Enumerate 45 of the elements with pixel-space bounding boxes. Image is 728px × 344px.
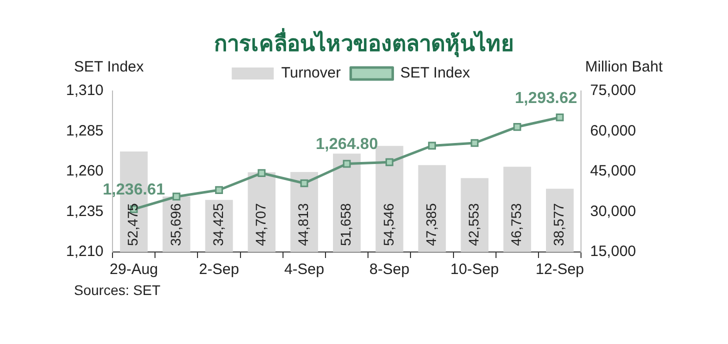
y2-tick-label: 30,000	[590, 202, 636, 220]
x-tick-label: 12-Sep	[536, 261, 584, 278]
point	[385, 158, 394, 166]
point	[215, 186, 223, 194]
x-tick-label: 29-Aug	[110, 261, 158, 278]
data-label: 42,553	[465, 202, 482, 246]
data-label: 44,707	[252, 202, 268, 246]
data-label: 38,577	[550, 202, 567, 246]
data-label: 1,264.80	[316, 136, 378, 154]
data-label: 52,475	[124, 202, 141, 246]
point	[428, 142, 436, 150]
data-label: 44,813	[295, 202, 312, 246]
point	[300, 179, 308, 188]
y-axis-title: SET Index	[74, 58, 144, 76]
y2-tick-label: 60,000	[590, 122, 636, 140]
point	[342, 160, 351, 168]
data-label: 1,236.61	[102, 182, 166, 199]
data-label: 1,293.62	[514, 90, 578, 107]
x-tick-label: 10-Sep	[450, 261, 499, 278]
data-label: 35,696	[167, 202, 184, 246]
x-tick-label: 8-Sep	[369, 261, 410, 278]
point	[513, 122, 522, 131]
y2-tick-label: 75,000	[590, 82, 636, 100]
data-label: 54,546	[380, 202, 396, 246]
data-label: 34,425	[210, 202, 226, 246]
x-tick-label: 2-Sep	[199, 261, 240, 278]
y2-tick-label: 15,000	[590, 243, 636, 260]
data-label: 47,385	[422, 202, 439, 246]
y-tick-label: 1,260	[66, 162, 104, 180]
y-tick-label: 1,235	[66, 202, 104, 220]
point	[258, 169, 266, 178]
data-label: 51,658	[338, 202, 354, 246]
y2-tick-label: 45,000	[590, 162, 636, 180]
y-tick-label: 1,210	[66, 243, 104, 260]
point	[470, 139, 479, 147]
data-label: 46,753	[508, 202, 524, 246]
legend-label: SET Index	[400, 64, 470, 82]
source-note: Sources: SET	[74, 282, 160, 298]
point	[172, 192, 180, 201]
y-tick-label: 1,310	[66, 82, 104, 100]
y-tick-label: 1,285	[66, 122, 104, 140]
x-tick-label: 4-Sep	[284, 261, 324, 278]
y2-axis-title: Million Baht	[585, 58, 664, 76]
legend-label: Turnover	[281, 64, 341, 82]
point	[556, 113, 564, 122]
